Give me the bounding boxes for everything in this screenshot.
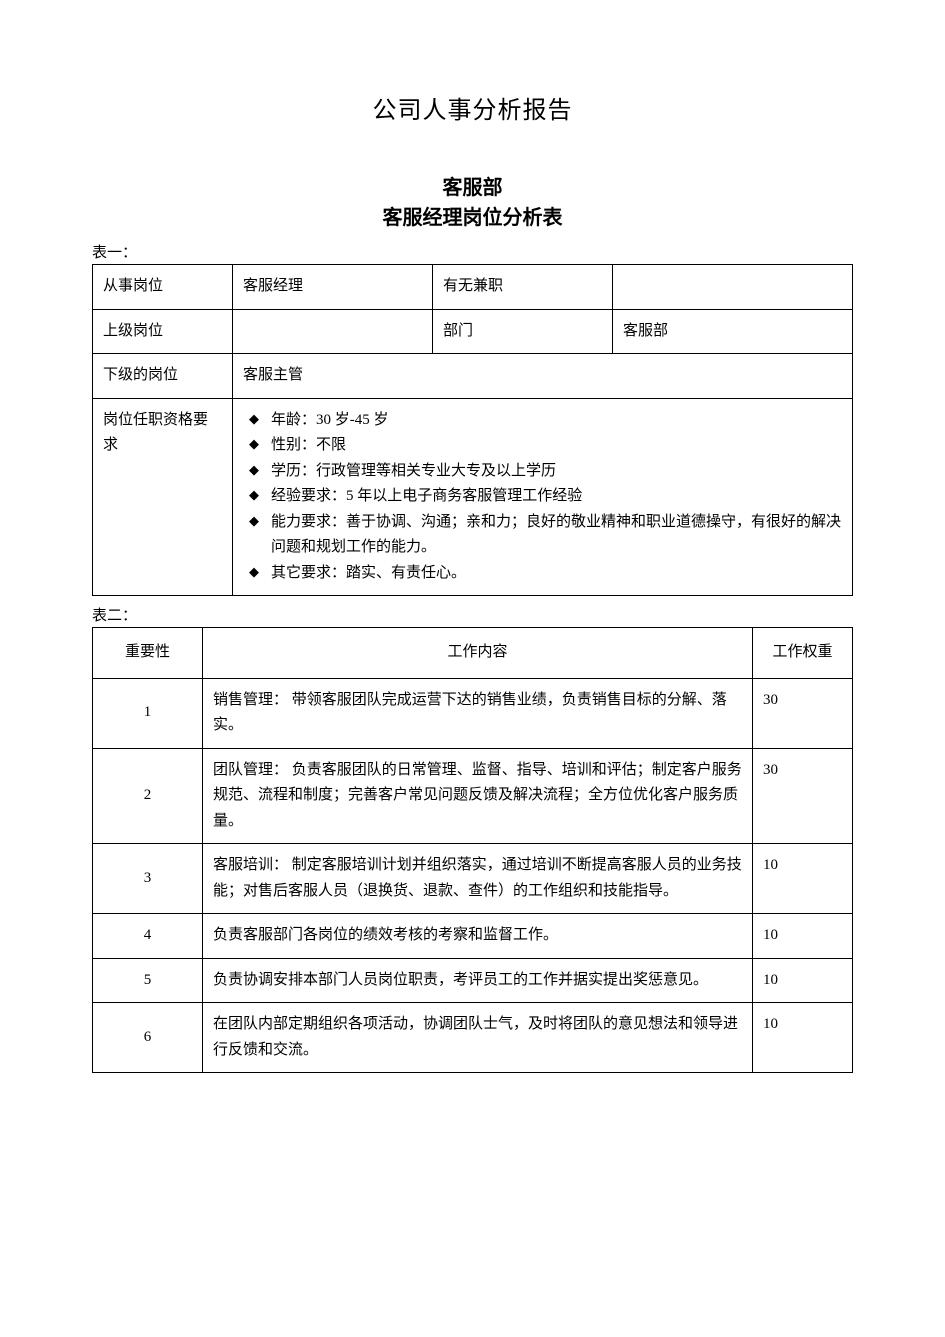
content-cell: 负责协调安排本部门人员岗位职责，考评员工的工作并据实提出奖惩意见。 xyxy=(203,958,753,1003)
table2-row: 1销售管理： 带领客服团队完成运营下达的销售业绩，负责销售目标的分解、落实。30 xyxy=(93,678,853,748)
weight-cell: 10 xyxy=(753,844,853,914)
table2-label: 表二： xyxy=(92,604,853,625)
parttime-value xyxy=(613,265,853,310)
weight-cell: 10 xyxy=(753,958,853,1003)
qualification-item: 能力要求：善于协调、沟通；亲和力；良好的敬业精神和职业道德操守，有很好的解决问题… xyxy=(243,510,842,561)
subordinate-value: 客服主管 xyxy=(233,354,853,399)
importance-cell: 2 xyxy=(93,748,203,844)
qualification-item: 学历：行政管理等相关专业大专及以上学历 xyxy=(243,459,842,485)
position-label: 从事岗位 xyxy=(93,265,233,310)
document-page: 公司人事分析报告 客服部 客服经理岗位分析表 表一： 从事岗位 客服经理 有无兼… xyxy=(0,0,945,1073)
header-weight: 工作权重 xyxy=(753,628,853,679)
importance-cell: 3 xyxy=(93,844,203,914)
weight-cell: 30 xyxy=(753,678,853,748)
section-dept: 客服部 xyxy=(92,173,853,203)
position-value: 客服经理 xyxy=(233,265,433,310)
qualification-list: 年龄：30 岁-45 岁性别：不限学历：行政管理等相关专业大专及以上学历经验要求… xyxy=(243,408,842,587)
table1: 从事岗位 客服经理 有无兼职 上级岗位 部门 客服部 下级的岗位 客服主管 岗位… xyxy=(92,264,853,596)
section-subtitle: 客服经理岗位分析表 xyxy=(92,203,853,233)
table1-row-superior: 上级岗位 部门 客服部 xyxy=(93,309,853,354)
subordinate-label: 下级的岗位 xyxy=(93,354,233,399)
table2-body: 1销售管理： 带领客服团队完成运营下达的销售业绩，负责销售目标的分解、落实。30… xyxy=(93,678,853,1073)
superior-value xyxy=(233,309,433,354)
importance-cell: 1 xyxy=(93,678,203,748)
content-cell: 在团队内部定期组织各项活动，协调团队士气，及时将团队的意见想法和领导进行反馈和交… xyxy=(203,1003,753,1073)
table2-header-row: 重要性 工作内容 工作权重 xyxy=(93,628,853,679)
parttime-label: 有无兼职 xyxy=(433,265,613,310)
content-cell: 客服培训： 制定客服培训计划并组织落实，通过培训不断提高客服人员的业务技能；对售… xyxy=(203,844,753,914)
importance-cell: 4 xyxy=(93,914,203,959)
table1-row-subordinate: 下级的岗位 客服主管 xyxy=(93,354,853,399)
qualification-label: 岗位任职资格要求 xyxy=(93,398,233,596)
qualification-item: 经验要求：5 年以上电子商务客服管理工作经验 xyxy=(243,484,842,510)
superior-label: 上级岗位 xyxy=(93,309,233,354)
weight-cell: 10 xyxy=(753,1003,853,1073)
qualification-item: 年龄：30 岁-45 岁 xyxy=(243,408,842,434)
importance-cell: 5 xyxy=(93,958,203,1003)
importance-cell: 6 xyxy=(93,1003,203,1073)
content-cell: 团队管理： 负责客服团队的日常管理、监督、指导、培训和评估；制定客户服务规范、流… xyxy=(203,748,753,844)
header-content: 工作内容 xyxy=(203,628,753,679)
content-cell: 负责客服部门各岗位的绩效考核的考察和监督工作。 xyxy=(203,914,753,959)
table1-row-qualification: 岗位任职资格要求 年龄：30 岁-45 岁性别：不限学历：行政管理等相关专业大专… xyxy=(93,398,853,596)
qualification-cell: 年龄：30 岁-45 岁性别：不限学历：行政管理等相关专业大专及以上学历经验要求… xyxy=(233,398,853,596)
content-cell: 销售管理： 带领客服团队完成运营下达的销售业绩，负责销售目标的分解、落实。 xyxy=(203,678,753,748)
weight-cell: 10 xyxy=(753,914,853,959)
table2: 重要性 工作内容 工作权重 1销售管理： 带领客服团队完成运营下达的销售业绩，负… xyxy=(92,627,853,1073)
table2-row: 5负责协调安排本部门人员岗位职责，考评员工的工作并据实提出奖惩意见。10 xyxy=(93,958,853,1003)
qualification-item: 性别：不限 xyxy=(243,433,842,459)
table2-row: 4负责客服部门各岗位的绩效考核的考察和监督工作。10 xyxy=(93,914,853,959)
table1-row-position: 从事岗位 客服经理 有无兼职 xyxy=(93,265,853,310)
table2-row: 3客服培训： 制定客服培训计划并组织落实，通过培训不断提高客服人员的业务技能；对… xyxy=(93,844,853,914)
table2-row: 6在团队内部定期组织各项活动，协调团队士气，及时将团队的意见想法和领导进行反馈和… xyxy=(93,1003,853,1073)
main-title: 公司人事分析报告 xyxy=(92,90,853,125)
header-importance: 重要性 xyxy=(93,628,203,679)
qualification-item: 其它要求：踏实、有责任心。 xyxy=(243,561,842,587)
table1-label: 表一： xyxy=(92,241,853,262)
table2-row: 2团队管理： 负责客服团队的日常管理、监督、指导、培训和评估；制定客户服务规范、… xyxy=(93,748,853,844)
dept-value: 客服部 xyxy=(613,309,853,354)
weight-cell: 30 xyxy=(753,748,853,844)
dept-label: 部门 xyxy=(433,309,613,354)
